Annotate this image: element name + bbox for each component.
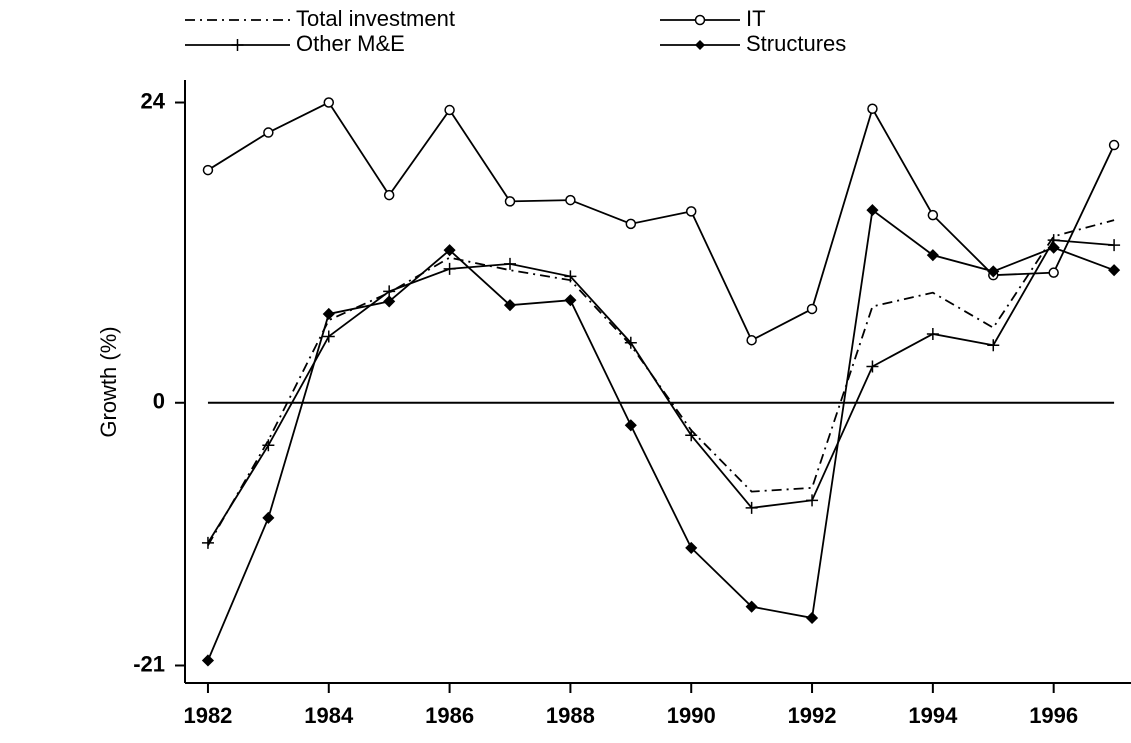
x-tick-label: 1992 — [788, 703, 837, 728]
point — [987, 339, 1000, 352]
y-tick-label: 0 — [153, 389, 165, 414]
series-line — [207, 208, 1115, 661]
legend-marker — [231, 39, 244, 51]
point — [926, 327, 939, 340]
point — [927, 209, 939, 221]
legend-label: Structures — [746, 31, 846, 56]
point — [745, 501, 758, 514]
legend-label: Total investment — [296, 6, 455, 31]
point — [624, 336, 637, 349]
x-tick-label: 1982 — [183, 703, 232, 728]
point — [262, 439, 275, 452]
point — [926, 249, 939, 262]
series-line — [207, 101, 1115, 342]
y-tick-label: -21 — [133, 651, 165, 676]
point — [383, 295, 396, 308]
point — [1048, 267, 1059, 278]
point — [806, 303, 818, 315]
point — [262, 511, 275, 524]
point — [806, 494, 819, 507]
point — [685, 429, 698, 442]
point — [1108, 264, 1121, 277]
x-tick-label: 1984 — [304, 703, 354, 728]
point — [685, 206, 697, 217]
legend-label: Other M&E — [296, 31, 405, 56]
point — [625, 218, 637, 230]
x-tick-label: 1990 — [667, 703, 716, 728]
point — [322, 330, 335, 343]
point — [263, 127, 274, 138]
point — [322, 307, 335, 321]
legend-marker — [695, 40, 705, 50]
point — [867, 103, 878, 115]
point — [1047, 241, 1060, 254]
point — [866, 204, 879, 217]
x-tick-label: 1994 — [908, 703, 958, 728]
point — [201, 654, 215, 667]
point — [202, 164, 214, 176]
point — [503, 257, 516, 270]
x-tick-label: 1986 — [425, 703, 474, 728]
point — [503, 299, 517, 312]
point — [444, 104, 455, 116]
point — [745, 600, 758, 613]
legend-marker — [694, 14, 706, 26]
point — [564, 294, 577, 307]
point — [1108, 239, 1121, 252]
point — [987, 265, 1000, 278]
point — [383, 189, 395, 201]
point — [565, 194, 576, 206]
point — [746, 334, 757, 346]
point — [201, 536, 214, 549]
point — [564, 270, 577, 283]
point — [443, 262, 456, 275]
point — [504, 196, 516, 207]
x-tick-label: 1996 — [1029, 703, 1078, 728]
y-tick-label: 24 — [141, 88, 166, 113]
point — [323, 97, 335, 108]
point — [624, 419, 637, 432]
y-axis-label: Growth (%) — [96, 326, 121, 437]
point — [685, 541, 698, 554]
series-line — [207, 219, 1115, 546]
series-line — [207, 239, 1115, 544]
point — [1108, 139, 1120, 151]
x-tick-label: 1988 — [546, 703, 595, 728]
point — [866, 360, 879, 373]
point — [805, 611, 819, 625]
legend-label: IT — [746, 6, 766, 31]
point — [443, 244, 456, 257]
